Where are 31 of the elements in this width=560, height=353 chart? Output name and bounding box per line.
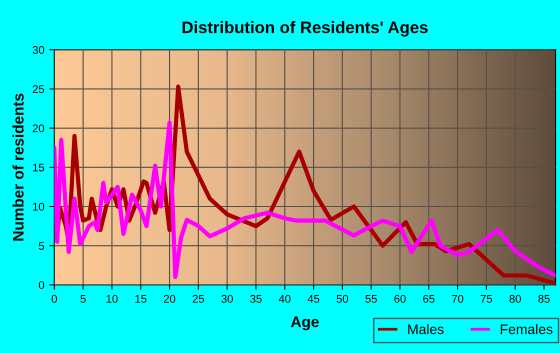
legend-label: Males — [408, 324, 444, 334]
x-tick-label: 65 — [423, 294, 434, 303]
x-tick-label: 25 — [192, 294, 204, 303]
x-tick-label: 5 — [80, 295, 86, 303]
y-tick-label: 0 — [38, 281, 44, 290]
y-tick-label: 25 — [32, 85, 44, 94]
x-tick-label: 70 — [452, 294, 464, 303]
legend-label: Females — [500, 324, 552, 334]
x-axis-title: Age — [290, 316, 319, 330]
x-tick-label: 20 — [164, 294, 176, 303]
x-tick-label: 30 — [221, 294, 233, 303]
x-tick-label: 45 — [308, 295, 320, 303]
x-tick-label: 60 — [394, 294, 406, 303]
y-tick-label: 20 — [32, 124, 44, 132]
x-tick-label: 0 — [52, 294, 57, 303]
y-tick-label: 30 — [32, 46, 44, 54]
y-axis-title: Number of residents — [12, 94, 24, 241]
x-tick-label: 80 — [509, 294, 521, 303]
y-tick-label: 5 — [38, 242, 44, 250]
x-tick-label: 10 — [106, 294, 118, 303]
x-tick-label: 35 — [250, 294, 262, 303]
y-tick-label: 10 — [33, 202, 44, 211]
y-tick-label: 15 — [33, 164, 44, 172]
line-series — [54, 120, 556, 280]
x-tick-label: 85 — [538, 294, 550, 303]
x-tick-label: 15 — [135, 295, 146, 303]
x-tick-label: 40 — [278, 294, 290, 303]
x-tick-label: 50 — [336, 294, 348, 303]
x-tick-label: 55 — [365, 295, 377, 303]
chart-title: Distribution of Residents' Ages — [182, 21, 428, 37]
x-tick-label: 75 — [480, 295, 492, 303]
